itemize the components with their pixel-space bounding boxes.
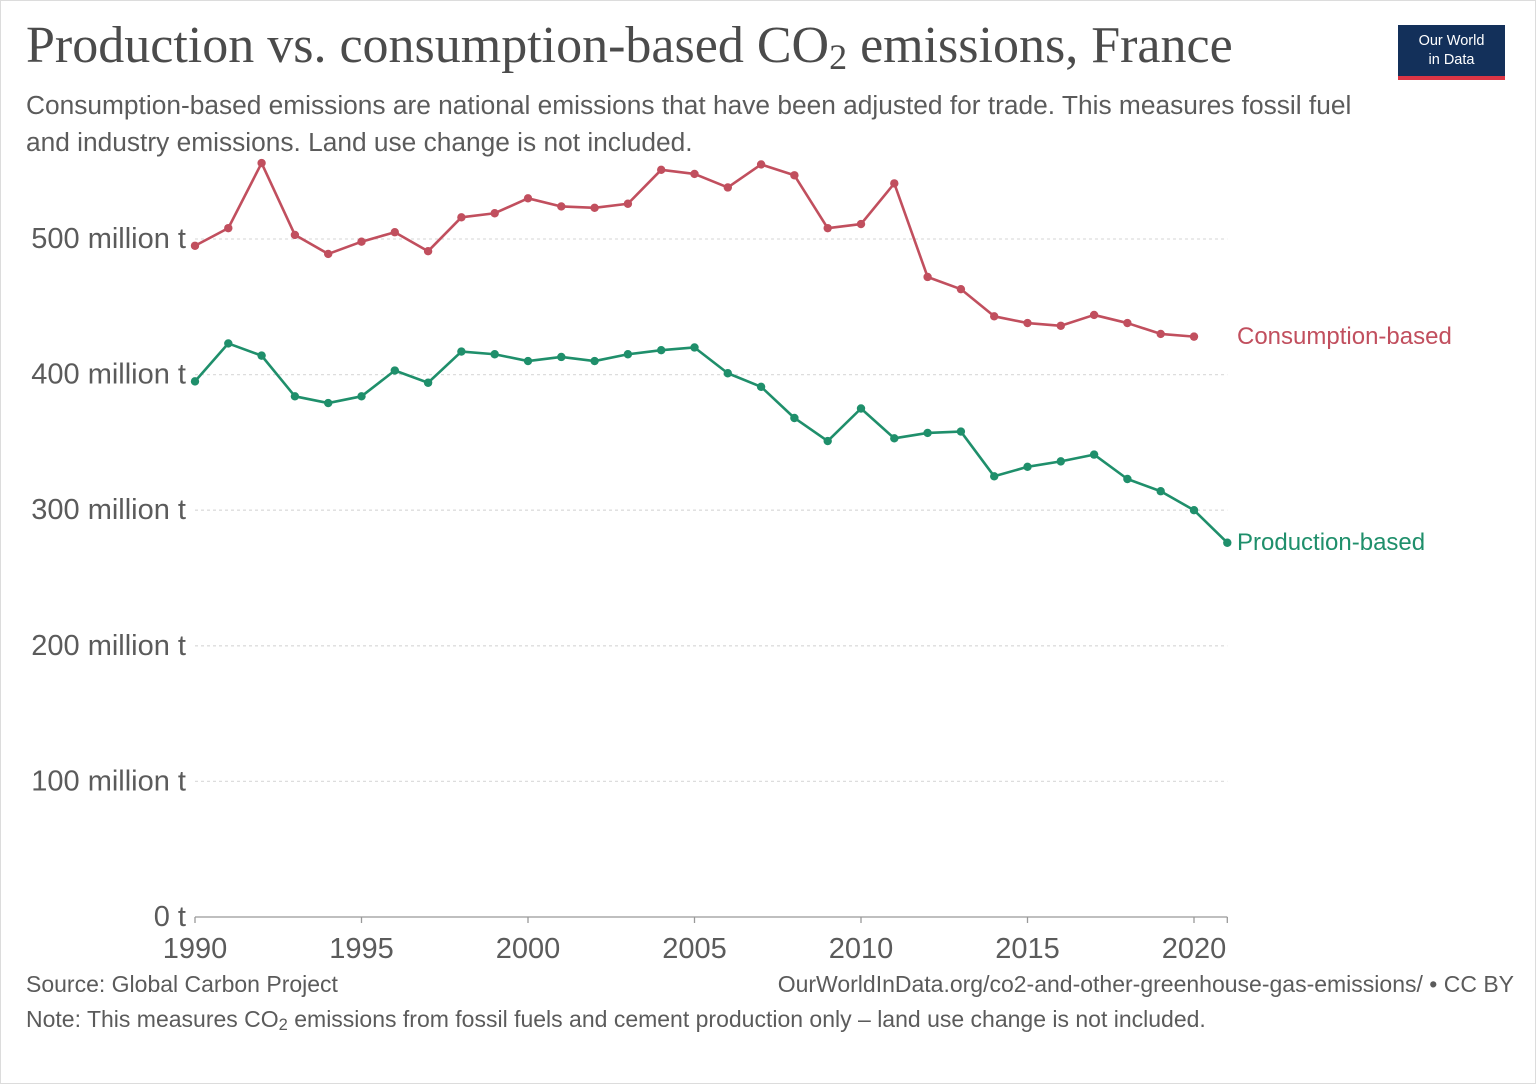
svg-text:2010: 2010 [829,933,894,965]
svg-text:0 t: 0 t [154,901,186,933]
svg-text:2000: 2000 [496,933,561,965]
svg-text:1990: 1990 [163,933,228,965]
svg-text:2005: 2005 [662,933,727,965]
svg-text:2020: 2020 [1162,933,1227,965]
svg-text:200 million t: 200 million t [31,630,186,662]
svg-text:300 million t: 300 million t [31,494,186,526]
svg-text:1995: 1995 [329,933,394,965]
svg-text:500 million t: 500 million t [31,223,186,255]
svg-text:100 million t: 100 million t [31,765,186,797]
svg-text:2015: 2015 [995,933,1060,965]
svg-text:400 million t: 400 million t [31,359,186,391]
